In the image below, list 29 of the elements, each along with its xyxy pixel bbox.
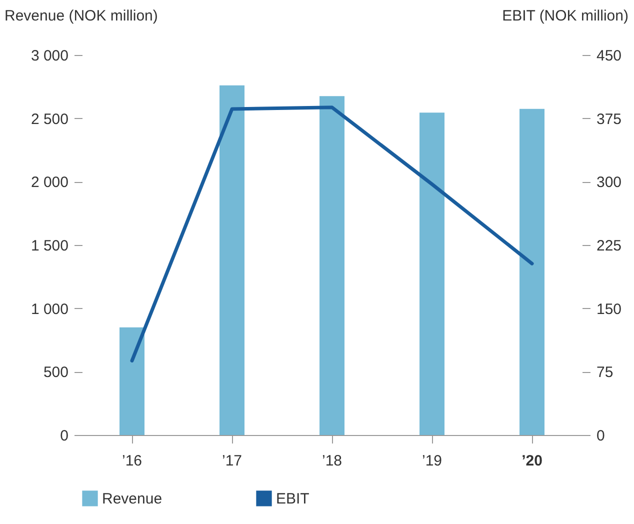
y-tick-label: 2 000: [30, 174, 68, 192]
bar: [220, 85, 244, 435]
y-axis-title: Revenue (NOK million): [4, 8, 158, 24]
x-tick-label: ’16: [122, 452, 142, 470]
y2-axis-title: EBIT (NOK million): [502, 8, 628, 24]
y-tick-label: 1 000: [30, 300, 68, 318]
bar: [420, 112, 444, 435]
bar: [120, 327, 144, 435]
y-tick-label: 0: [60, 428, 68, 444]
x-tick-label: ’18: [322, 452, 342, 470]
y-tick-label: 2 500: [30, 110, 68, 128]
x-tick-label: ’20: [522, 452, 542, 470]
y-tick-label: 1 500: [30, 238, 68, 254]
bar: [520, 108, 544, 435]
legend-label: Revenue: [102, 490, 162, 508]
y2-tick-label: 75: [596, 364, 614, 382]
legend-label: EBIT: [276, 490, 310, 508]
y2-tick-label: 225: [596, 238, 622, 254]
y2-tick-label: 450: [596, 48, 622, 64]
y2-tick-label: 375: [596, 110, 622, 128]
y-tick-label: 3 000: [30, 48, 68, 64]
y2-tick-label: 150: [596, 300, 622, 318]
bar: [320, 96, 344, 435]
x-tick-label: ’17: [222, 452, 242, 470]
y2-tick-label: 0: [596, 428, 605, 444]
line-series: [130, 106, 534, 362]
y-tick-label: 500: [43, 364, 68, 382]
y2-tick-label: 300: [596, 174, 622, 192]
x-tick-label: ’19: [422, 452, 442, 470]
